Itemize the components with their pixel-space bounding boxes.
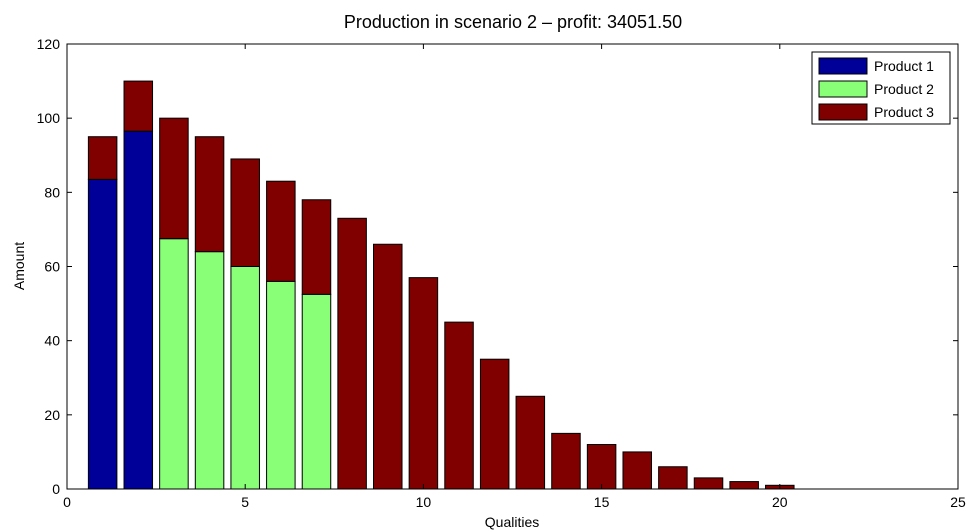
x-tick-label: 0 — [63, 494, 71, 510]
y-tick-label: 80 — [44, 184, 60, 200]
x-tick-label: 5 — [241, 494, 249, 510]
legend-swatch-2 — [818, 80, 868, 98]
y-tick-label: 0 — [52, 481, 60, 497]
bar-q16-series-3 — [622, 451, 652, 490]
x-axis-label: Qualities — [485, 514, 539, 530]
bar-q3-series-2 — [159, 238, 189, 490]
axes-group: 0 5 10 15 20 25 0 20 40 60 80 100 120 — [37, 36, 966, 510]
legend-label-3: Product 3 — [874, 104, 934, 120]
x-tick-label: 15 — [594, 494, 610, 510]
y-tick-label: 120 — [37, 36, 61, 52]
bar-q2-series-1 — [123, 130, 154, 490]
bar-q1-series-1 — [87, 178, 118, 490]
bar-q13-series-3 — [515, 395, 546, 490]
chart-title: Production in scenario 2 – profit: 34051… — [344, 12, 682, 32]
bar-q6-series-2 — [266, 280, 296, 490]
bar-q6-series-3 — [266, 180, 296, 282]
bar-q10-series-3 — [408, 277, 439, 490]
bar-q17-series-3 — [658, 466, 688, 490]
legend-swatch-3 — [818, 103, 868, 121]
y-tick-label: 60 — [44, 259, 60, 275]
bar-q11-series-3 — [444, 321, 474, 490]
bar-q18-series-3 — [693, 477, 724, 490]
bars-group — [87, 80, 795, 490]
bar-q5-series-2 — [230, 266, 260, 490]
bar-q8-series-3 — [337, 217, 367, 490]
bar-q4-series-2 — [194, 251, 225, 490]
bar-q7-series-3 — [301, 199, 332, 295]
bar-q19-series-3 — [729, 481, 759, 490]
legend: Product 1 Product 2 Product 3 — [811, 51, 951, 125]
x-tick-label: 20 — [772, 494, 788, 510]
bar-q14-series-3 — [551, 432, 581, 490]
bar-q2-series-3 — [123, 80, 154, 132]
legend-label-2: Product 2 — [874, 81, 934, 97]
bar-q5-series-3 — [230, 158, 260, 267]
bar-q15-series-3 — [586, 444, 617, 490]
bar-q3-series-3 — [159, 117, 189, 240]
bar-q1-series-3 — [87, 136, 118, 180]
bar-q4-series-3 — [194, 136, 225, 253]
y-tick-label: 20 — [44, 407, 60, 423]
legend-label-1: Product 1 — [874, 58, 934, 74]
y-tick-label: 40 — [44, 333, 60, 349]
legend-swatch-1 — [818, 57, 868, 75]
bar-q9-series-3 — [373, 243, 403, 490]
x-tick-label: 25 — [950, 494, 966, 510]
bar-q7-series-2 — [301, 293, 332, 490]
y-axis-label: Amount — [11, 242, 27, 290]
x-tick-label: 10 — [416, 494, 432, 510]
y-tick-label: 100 — [37, 110, 61, 126]
bar-q12-series-3 — [479, 358, 510, 490]
